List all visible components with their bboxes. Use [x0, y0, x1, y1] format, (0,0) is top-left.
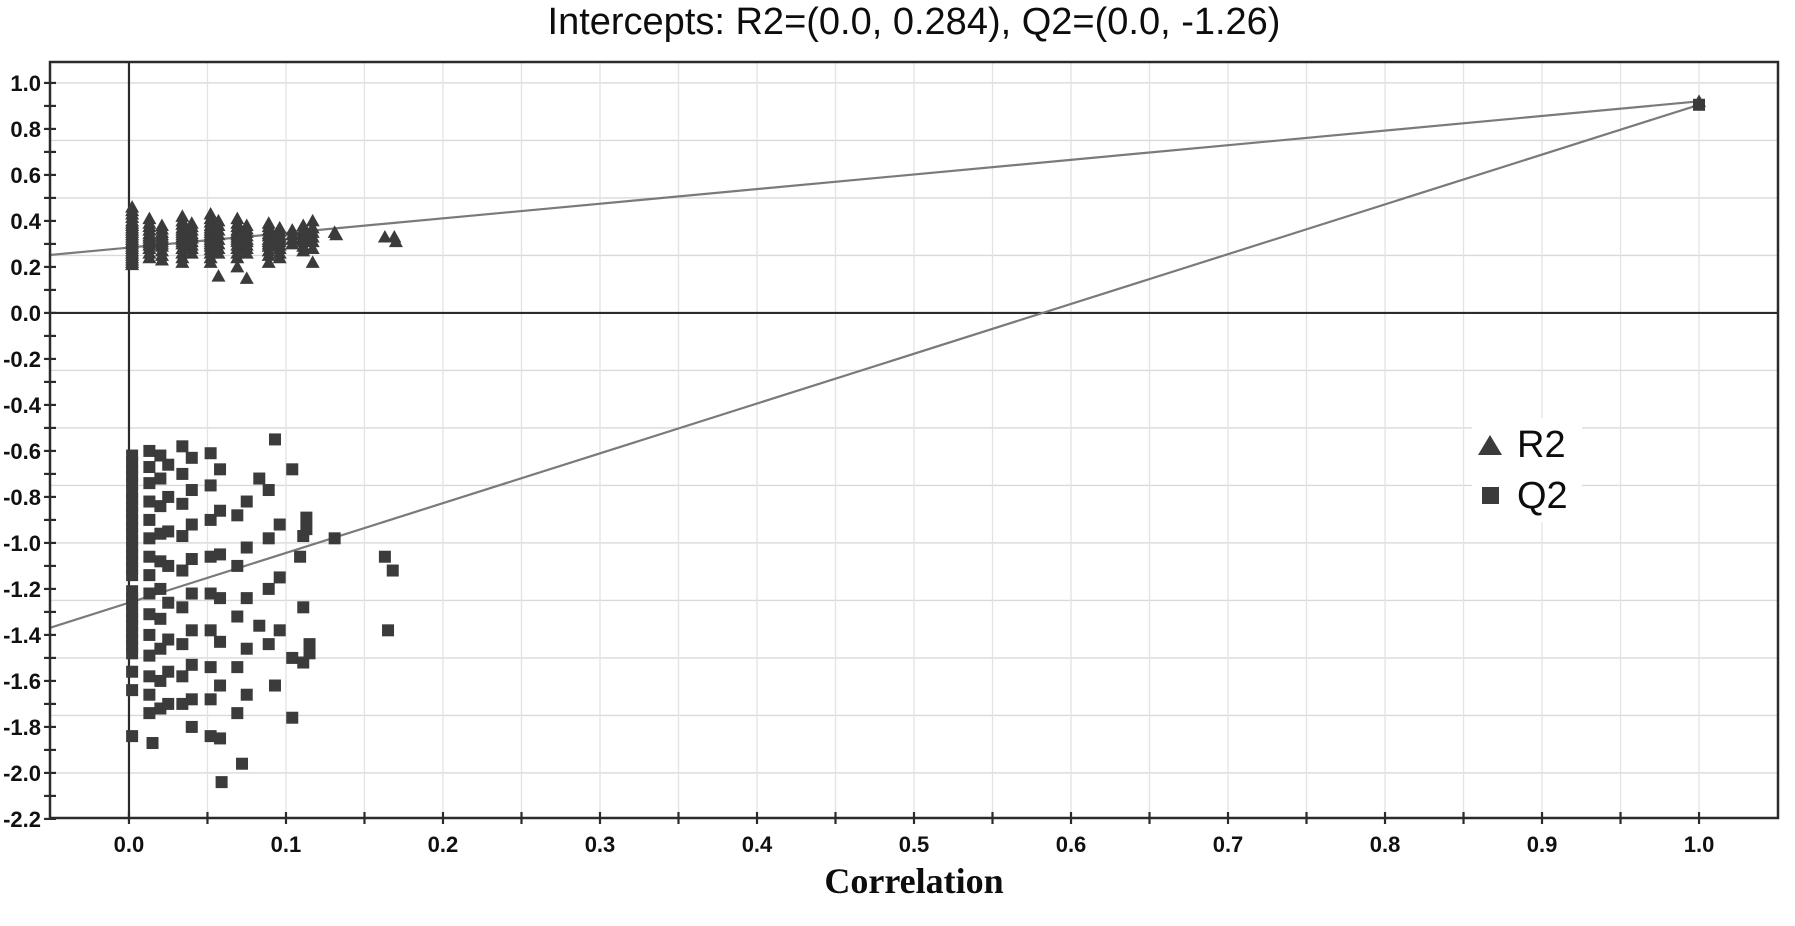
- svg-text:-0.2: -0.2: [3, 347, 41, 372]
- svg-text:-1.2: -1.2: [3, 577, 41, 602]
- legend: R2 Q2: [1472, 418, 1582, 522]
- x-axis-label: Correlation: [824, 861, 1004, 901]
- svg-text:0.8: 0.8: [1370, 832, 1401, 857]
- triangle-marker-icon: [1478, 434, 1502, 455]
- svg-text:0.5: 0.5: [899, 832, 930, 857]
- svg-text:-2.2: -2.2: [3, 807, 41, 832]
- legend-item-r2: R2: [1478, 420, 1568, 469]
- svg-text:1.0: 1.0: [1684, 832, 1715, 857]
- legend-label-q2: Q2: [1517, 474, 1568, 517]
- svg-text:1.0: 1.0: [10, 71, 41, 96]
- svg-text:-1.0: -1.0: [3, 531, 41, 556]
- svg-text:0.0: 0.0: [10, 301, 41, 326]
- svg-text:0.2: 0.2: [428, 832, 459, 857]
- svg-text:-0.8: -0.8: [3, 485, 41, 510]
- chart-title: Intercepts: R2=(0.0, 0.284), Q2=(0.0, -1…: [547, 1, 1281, 43]
- svg-text:-1.6: -1.6: [3, 669, 41, 694]
- svg-text:0.2: 0.2: [10, 255, 41, 280]
- svg-text:-0.6: -0.6: [3, 439, 41, 464]
- svg-text:0.1: 0.1: [271, 832, 302, 857]
- square-marker-icon: [1481, 487, 1499, 504]
- svg-text:0.9: 0.9: [1527, 832, 1558, 857]
- svg-text:-1.4: -1.4: [3, 623, 42, 648]
- svg-text:-1.8: -1.8: [3, 715, 41, 740]
- svg-text:-0.4: -0.4: [3, 393, 42, 418]
- svg-text:0.6: 0.6: [10, 163, 41, 188]
- svg-text:-2.0: -2.0: [3, 761, 41, 786]
- legend-label-r2: R2: [1517, 423, 1566, 466]
- svg-text:0.6: 0.6: [1056, 832, 1087, 857]
- svg-text:0.8: 0.8: [10, 117, 41, 142]
- legend-marker-wrap: [1478, 434, 1502, 455]
- svg-text:0.4: 0.4: [10, 209, 41, 234]
- svg-text:0.0: 0.0: [114, 832, 145, 857]
- legend-marker-wrap: [1478, 487, 1502, 504]
- svg-text:0.4: 0.4: [742, 832, 773, 857]
- svg-text:0.7: 0.7: [1213, 832, 1244, 857]
- svg-text:0.3: 0.3: [585, 832, 616, 857]
- legend-item-q2: Q2: [1478, 471, 1568, 520]
